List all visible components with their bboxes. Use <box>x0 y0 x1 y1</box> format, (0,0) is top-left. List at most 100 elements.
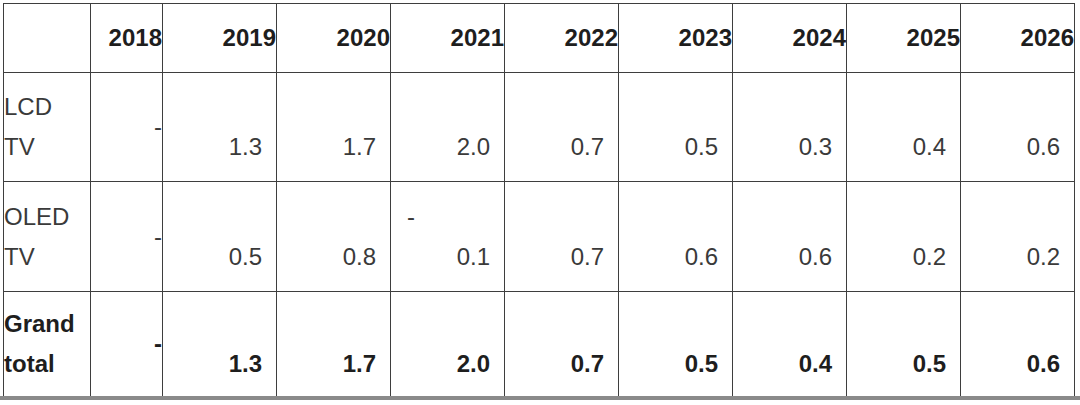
data-cell: 0.8 <box>277 182 391 292</box>
cell-top-line <box>619 197 732 237</box>
cell-lines: 1.7 <box>277 87 390 167</box>
cell-value: 0.2 <box>847 237 960 277</box>
cell-value: 0.7 <box>505 237 618 277</box>
cell-lines: -0.1 <box>391 197 504 277</box>
cell-top-line <box>505 304 618 344</box>
data-cell: 0.7 <box>505 292 619 397</box>
cell-top-line <box>733 304 846 344</box>
data-cell: 0.5 <box>163 182 277 292</box>
table-screenshot: 201820192020202120222023202420252026 LCD… <box>0 0 1080 405</box>
table-body: LCD TV-1.31.72.00.70.50.30.40.6OLED TV-0… <box>4 73 1075 397</box>
cell-lines: 0.6 <box>961 87 1074 167</box>
cell-lines: 0.2 <box>961 197 1074 277</box>
cell-value: 0.6 <box>961 344 1074 384</box>
row-label: LCD TV <box>4 73 91 182</box>
cell-value: 0.5 <box>619 127 732 167</box>
cell-value: 2.0 <box>391 344 504 384</box>
data-cell: 0.3 <box>733 73 847 182</box>
cell-top-line <box>619 87 732 127</box>
data-cell: 0.4 <box>733 292 847 397</box>
cell-value: 0.6 <box>619 237 732 277</box>
data-cell: 0.7 <box>505 182 619 292</box>
cell-top-line <box>619 304 732 344</box>
cell-top-line <box>277 304 390 344</box>
cell-value: 0.5 <box>847 344 960 384</box>
row-label: Grand total <box>4 292 91 397</box>
cell-value: 0.4 <box>733 344 846 384</box>
cell-top-line <box>391 304 504 344</box>
cell-top-line <box>733 87 846 127</box>
cell-lines: 0.5 <box>163 197 276 277</box>
year-header-2018: 2018 <box>91 4 163 73</box>
year-header-2021: 2021 <box>391 4 505 73</box>
cell-lines: 0.7 <box>505 87 618 167</box>
cell-lines: 0.2 <box>847 197 960 277</box>
year-header-2025: 2025 <box>847 4 961 73</box>
data-cell: 1.3 <box>163 292 277 397</box>
data-cell: 1.3 <box>163 73 277 182</box>
cell-top-line <box>505 87 618 127</box>
cell-top-line <box>163 197 276 237</box>
cell-lines: 0.6 <box>733 197 846 277</box>
data-cell: 0.6 <box>619 182 733 292</box>
corner-cell <box>4 4 91 73</box>
cell-top-line: - <box>391 197 504 237</box>
data-cell-dash: - <box>91 182 163 292</box>
cell-value: 0.4 <box>847 127 960 167</box>
cell-lines: 0.4 <box>733 304 846 384</box>
year-header-2022: 2022 <box>505 4 619 73</box>
cell-lines: 0.6 <box>619 197 732 277</box>
cell-value: 1.7 <box>277 344 390 384</box>
data-cell: 0.6 <box>961 73 1075 182</box>
data-cell: 0.7 <box>505 73 619 182</box>
data-cell: 0.6 <box>733 182 847 292</box>
cell-value: 0.7 <box>505 127 618 167</box>
data-cell: 0.2 <box>961 182 1075 292</box>
cell-value: 0.8 <box>277 237 390 277</box>
cell-top-line <box>847 197 960 237</box>
data-cell: 0.5 <box>847 292 961 397</box>
data-cell: -0.1 <box>391 182 505 292</box>
cell-value: 0.5 <box>163 237 276 277</box>
cell-lines: 0.6 <box>961 304 1074 384</box>
tv-shipment-forecast-table: 201820192020202120222023202420252026 LCD… <box>3 3 1075 397</box>
cell-top-line <box>961 304 1074 344</box>
data-cell: 0.5 <box>619 73 733 182</box>
cell-lines: 1.7 <box>277 304 390 384</box>
cell-lines: 1.3 <box>163 304 276 384</box>
cell-lines: 0.7 <box>505 197 618 277</box>
cell-top-line <box>505 197 618 237</box>
cell-value: 0.3 <box>733 127 846 167</box>
data-cell-dash: - <box>91 73 163 182</box>
cell-top-line <box>277 87 390 127</box>
data-cell: 0.5 <box>619 292 733 397</box>
header-row: 201820192020202120222023202420252026 <box>4 4 1075 73</box>
cell-lines: 0.5 <box>619 87 732 167</box>
year-header-2023: 2023 <box>619 4 733 73</box>
cell-lines: 1.3 <box>163 87 276 167</box>
data-cell: 1.7 <box>277 73 391 182</box>
data-cell: 0.2 <box>847 182 961 292</box>
cell-value: 0.6 <box>733 237 846 277</box>
cell-top-line <box>733 197 846 237</box>
cell-top-line <box>961 87 1074 127</box>
cell-lines: 0.7 <box>505 304 618 384</box>
cell-lines: 0.5 <box>619 304 732 384</box>
cell-value: 1.3 <box>163 127 276 167</box>
data-cell: 1.7 <box>277 292 391 397</box>
cell-value: 0.2 <box>961 237 1074 277</box>
cell-value: 0.1 <box>391 237 504 277</box>
cell-lines: 0.8 <box>277 197 390 277</box>
bottom-divider-bar <box>0 396 1080 400</box>
cell-value: 1.7 <box>277 127 390 167</box>
cell-top-line <box>961 197 1074 237</box>
cell-lines: 0.3 <box>733 87 846 167</box>
cell-value: 0.6 <box>961 127 1074 167</box>
year-header-2020: 2020 <box>277 4 391 73</box>
cell-value: 0.5 <box>619 344 732 384</box>
cell-lines: 0.5 <box>847 304 960 384</box>
cell-lines: 0.4 <box>847 87 960 167</box>
table-header: 201820192020202120222023202420252026 <box>4 4 1075 73</box>
cell-top-line <box>277 197 390 237</box>
cell-value: 2.0 <box>391 127 504 167</box>
